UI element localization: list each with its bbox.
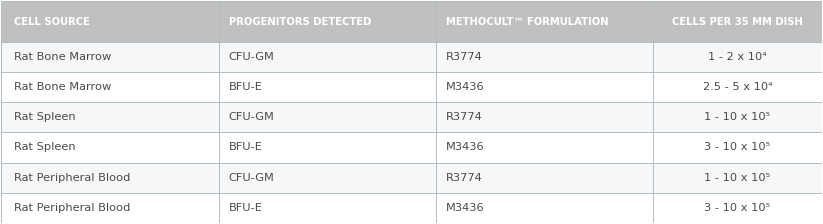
Text: M3436: M3436: [446, 202, 485, 213]
Text: 1 - 10 x 10⁵: 1 - 10 x 10⁵: [704, 112, 770, 123]
Text: 1 - 2 x 10⁴: 1 - 2 x 10⁴: [708, 52, 767, 62]
Bar: [2, 72, 821, 102]
Bar: [2, 102, 821, 132]
Text: CFU-GM: CFU-GM: [229, 112, 274, 123]
Text: M3436: M3436: [446, 82, 485, 92]
Text: 3 - 10 x 10⁵: 3 - 10 x 10⁵: [704, 202, 770, 213]
Text: PROGENITORS DETECTED: PROGENITORS DETECTED: [229, 17, 371, 27]
Text: CFU-GM: CFU-GM: [229, 52, 274, 62]
Bar: [2, 42, 821, 72]
Text: BFU-E: BFU-E: [229, 82, 263, 92]
Text: CELL SOURCE: CELL SOURCE: [14, 17, 90, 27]
Text: Rat Peripheral Blood: Rat Peripheral Blood: [14, 202, 130, 213]
Text: CELLS PER 35 MM DISH: CELLS PER 35 MM DISH: [672, 17, 803, 27]
Bar: [2, 1, 821, 42]
Text: Rat Spleen: Rat Spleen: [14, 142, 76, 153]
Text: BFU-E: BFU-E: [229, 202, 263, 213]
Text: 3 - 10 x 10⁵: 3 - 10 x 10⁵: [704, 142, 770, 153]
Text: Rat Peripheral Blood: Rat Peripheral Blood: [14, 172, 130, 183]
Text: R3774: R3774: [446, 52, 483, 62]
Text: METHOCULT™ FORMULATION: METHOCULT™ FORMULATION: [446, 17, 608, 27]
Text: R3774: R3774: [446, 172, 483, 183]
Text: BFU-E: BFU-E: [229, 142, 263, 153]
Text: 2.5 - 5 x 10⁴: 2.5 - 5 x 10⁴: [703, 82, 772, 92]
Text: Rat Bone Marrow: Rat Bone Marrow: [14, 52, 111, 62]
Text: CFU-GM: CFU-GM: [229, 172, 274, 183]
Bar: [2, 163, 821, 193]
Text: 1 - 10 x 10⁵: 1 - 10 x 10⁵: [704, 172, 770, 183]
Text: R3774: R3774: [446, 112, 483, 123]
Text: Rat Bone Marrow: Rat Bone Marrow: [14, 82, 111, 92]
Bar: [2, 193, 821, 223]
Text: M3436: M3436: [446, 142, 485, 153]
Text: Rat Spleen: Rat Spleen: [14, 112, 76, 123]
Bar: [2, 132, 821, 163]
